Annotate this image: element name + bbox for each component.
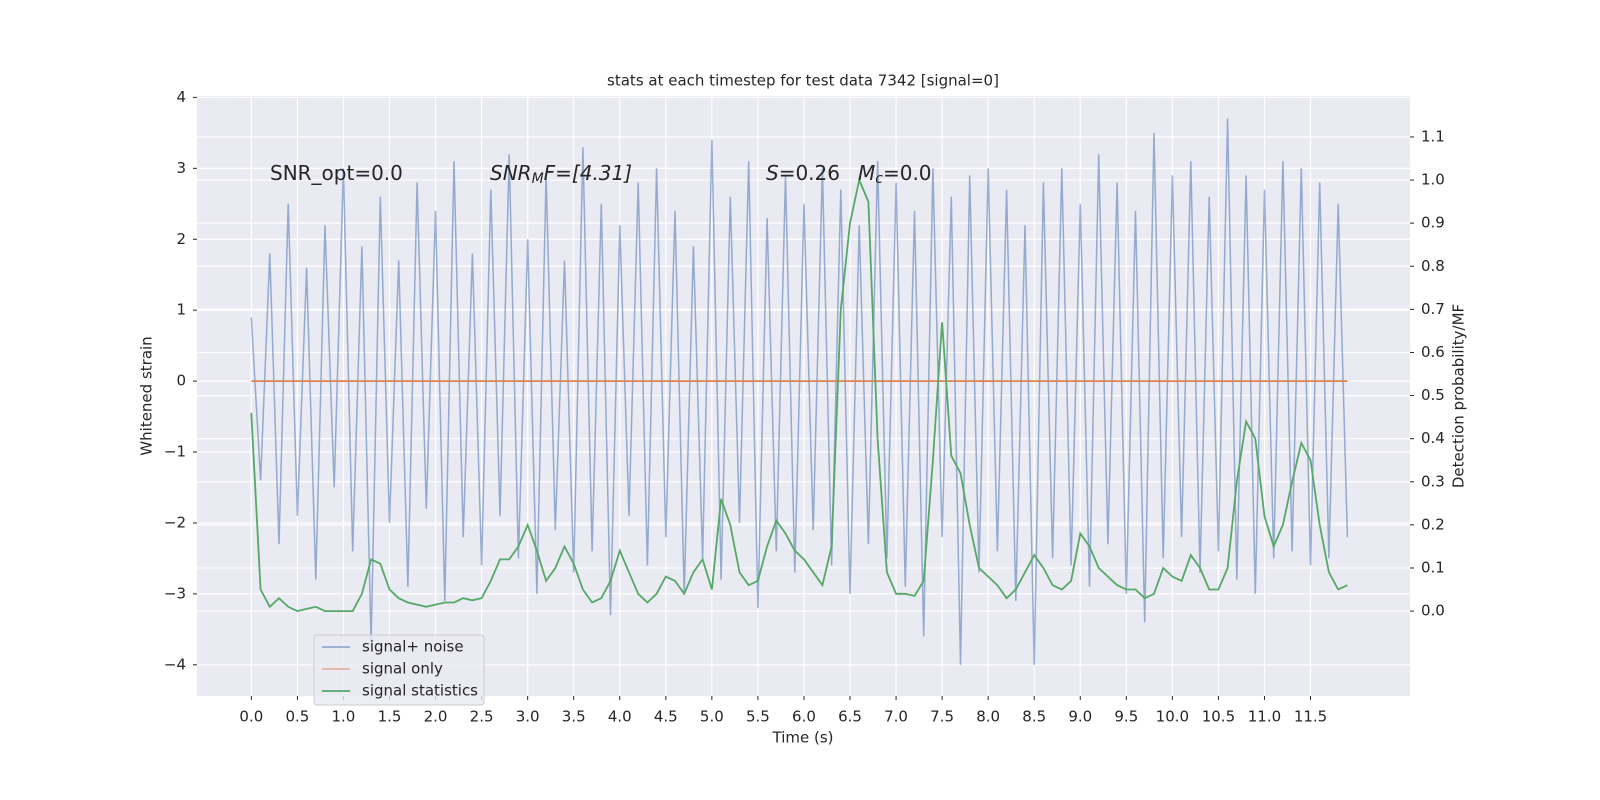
annotation-sub: c (875, 171, 883, 187)
annotation-sub: M (532, 171, 544, 187)
x-tick-label: 8.0 (976, 708, 1000, 726)
annotation-main: SNR_opt=0.0 (270, 161, 403, 185)
y-tick-label: 2 (176, 230, 186, 248)
y2-tick-label: 0.0 (1421, 602, 1445, 620)
annotation-tail: =0.0 (883, 161, 932, 185)
y2-tick-label: 0.4 (1421, 429, 1445, 447)
y2-tick-label: 0.9 (1421, 214, 1445, 232)
y-tick-label: −3 (164, 584, 186, 602)
annotation-main: SNR (490, 161, 532, 185)
y2-tick-label: 0.2 (1421, 515, 1445, 533)
y2-tick-label: 0.7 (1421, 300, 1445, 318)
legend-box (313, 634, 485, 706)
x-tick-label: 9.5 (1114, 708, 1138, 726)
y-tick-label: −1 (164, 443, 186, 461)
x-tick-label: 7.0 (884, 708, 908, 726)
chart-title: stats at each timestep for test data 734… (607, 72, 999, 90)
legend-label: signal+ noise (362, 638, 464, 656)
y2-axis-label: Detection probability/MF (1450, 304, 1468, 488)
y-tick-label: 0 (176, 372, 186, 390)
x-tick-label: 4.5 (654, 708, 678, 726)
y-tick-label: −2 (164, 513, 186, 531)
annotation-tail: F=[4.31] (544, 161, 632, 185)
annotation: Mc=0.0 (858, 161, 932, 188)
x-tick-label: 1.5 (378, 708, 402, 726)
annotation: SNRMF=[4.31] (490, 161, 632, 188)
x-tick-label: 2.0 (424, 708, 448, 726)
annotation-main: S (766, 161, 779, 185)
annotation: S=0.26 (766, 161, 840, 185)
y2-tick-label: 0.1 (1421, 558, 1445, 576)
y-tick-label: 4 (176, 88, 186, 106)
legend-label: signal statistics (362, 682, 478, 700)
annotation-tail: =0.26 (779, 161, 840, 185)
x-tick-label: 10.0 (1156, 708, 1189, 726)
x-tick-label: 9.0 (1068, 708, 1092, 726)
x-tick-label: 11.5 (1294, 708, 1327, 726)
y2-tick-label: 0.8 (1421, 257, 1445, 275)
y-axis-label: Whitened strain (138, 336, 156, 455)
x-tick-label: 2.5 (470, 708, 494, 726)
series-line (250, 118, 1349, 665)
annotation: SNR_opt=0.0 (270, 161, 403, 185)
x-tick-label: 1.0 (332, 708, 356, 726)
y-tick-label: −4 (164, 655, 186, 673)
x-tick-label: 5.5 (746, 708, 770, 726)
x-tick-label: 6.5 (838, 708, 862, 726)
x-axis-label: Time (s) (772, 729, 834, 747)
annotation-main: M (858, 161, 875, 185)
x-tick-label: 5.0 (700, 708, 724, 726)
x-tick-label: 7.5 (930, 708, 954, 726)
y-tick-label: 3 (176, 159, 186, 177)
series-line (250, 177, 1348, 613)
x-tick-label: 4.0 (608, 708, 632, 726)
x-tick-label: 10.5 (1202, 708, 1235, 726)
x-tick-label: 0.0 (239, 708, 263, 726)
y2-tick-label: 1.0 (1421, 171, 1445, 189)
x-tick-label: 3.0 (516, 708, 540, 726)
legend-label: signal only (362, 660, 443, 678)
x-tick-label: 11.0 (1248, 708, 1281, 726)
x-tick-label: 3.5 (562, 708, 586, 726)
x-tick-label: 0.5 (285, 708, 309, 726)
x-tick-label: 6.0 (792, 708, 816, 726)
y2-tick-label: 0.5 (1421, 386, 1445, 404)
y2-tick-label: 0.3 (1421, 472, 1445, 490)
y2-tick-label: 0.6 (1421, 343, 1445, 361)
y2-tick-label: 1.1 (1421, 127, 1445, 145)
x-tick-label: 8.5 (1022, 708, 1046, 726)
y-tick-label: 1 (176, 301, 186, 319)
